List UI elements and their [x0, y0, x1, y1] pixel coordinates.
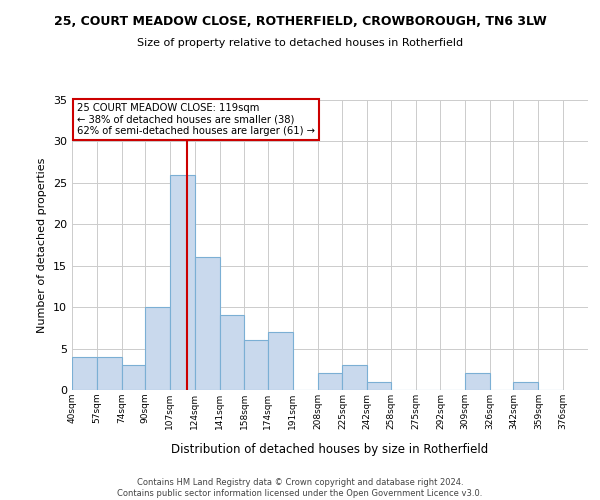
Bar [220, 316, 244, 390]
Bar [72, 357, 97, 390]
Bar [367, 382, 391, 390]
Bar [514, 382, 538, 390]
Bar [170, 174, 195, 390]
Bar [122, 365, 145, 390]
Text: 25 COURT MEADOW CLOSE: 119sqm
← 38% of detached houses are smaller (38)
62% of s: 25 COURT MEADOW CLOSE: 119sqm ← 38% of d… [77, 103, 315, 136]
Bar [145, 307, 170, 390]
Bar [195, 258, 220, 390]
Bar [343, 365, 367, 390]
Bar [244, 340, 268, 390]
Text: Size of property relative to detached houses in Rotherfield: Size of property relative to detached ho… [137, 38, 463, 48]
Bar [268, 332, 293, 390]
Bar [97, 357, 122, 390]
Text: Distribution of detached houses by size in Rotherfield: Distribution of detached houses by size … [172, 442, 488, 456]
Bar [317, 374, 343, 390]
Text: Contains HM Land Registry data © Crown copyright and database right 2024.
Contai: Contains HM Land Registry data © Crown c… [118, 478, 482, 498]
Bar [465, 374, 490, 390]
Y-axis label: Number of detached properties: Number of detached properties [37, 158, 47, 332]
Text: 25, COURT MEADOW CLOSE, ROTHERFIELD, CROWBOROUGH, TN6 3LW: 25, COURT MEADOW CLOSE, ROTHERFIELD, CRO… [53, 15, 547, 28]
